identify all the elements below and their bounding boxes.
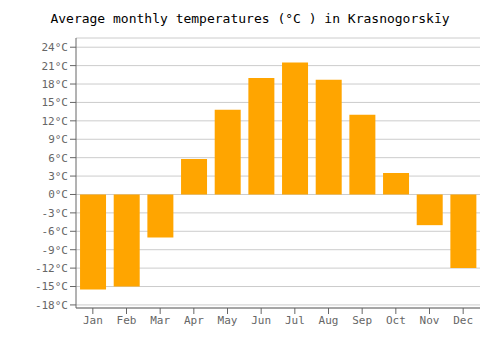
svg-text:Feb: Feb xyxy=(117,314,137,327)
svg-text:Mar: Mar xyxy=(150,314,170,327)
svg-text:9°C: 9°C xyxy=(48,133,68,146)
svg-text:-3°C: -3°C xyxy=(42,207,69,220)
svg-text:Dec: Dec xyxy=(453,314,473,327)
svg-text:-12°C: -12°C xyxy=(35,262,68,275)
svg-text:-9°C: -9°C xyxy=(42,244,69,257)
html-text:Average monthly temperatures (: Average monthly temperatures (°C ) in Kr… xyxy=(50,11,450,26)
svg-text:21°C: 21°C xyxy=(42,60,69,73)
svg-text:Oct: Oct xyxy=(386,314,406,327)
svg-text:Nov: Nov xyxy=(420,314,440,327)
svg-text:15°C: 15°C xyxy=(42,96,69,109)
svg-text:-15°C: -15°C xyxy=(35,280,68,293)
svg-text:Jul: Jul xyxy=(285,314,305,327)
svg-text:Jan: Jan xyxy=(83,314,103,327)
svg-text:Aug: Aug xyxy=(319,314,339,327)
svg-text:Jun: Jun xyxy=(251,314,271,327)
svg-text:Sep: Sep xyxy=(352,314,372,327)
svg-text:18°C: 18°C xyxy=(42,78,69,91)
svg-text:May: May xyxy=(218,314,238,327)
svg-text:24°C: 24°C xyxy=(42,41,69,54)
svg-text:6°C: 6°C xyxy=(48,152,68,165)
svg-text:12°C: 12°C xyxy=(42,115,69,128)
svg-text:-18°C: -18°C xyxy=(35,299,68,312)
svg-text:3°C: 3°C xyxy=(48,170,68,183)
svg-text:-6°C: -6°C xyxy=(42,225,69,238)
svg-text:Apr: Apr xyxy=(184,314,204,327)
svg-text:0°C: 0°C xyxy=(48,188,68,201)
